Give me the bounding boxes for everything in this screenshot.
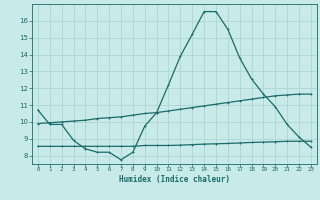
X-axis label: Humidex (Indice chaleur): Humidex (Indice chaleur): [119, 175, 230, 184]
